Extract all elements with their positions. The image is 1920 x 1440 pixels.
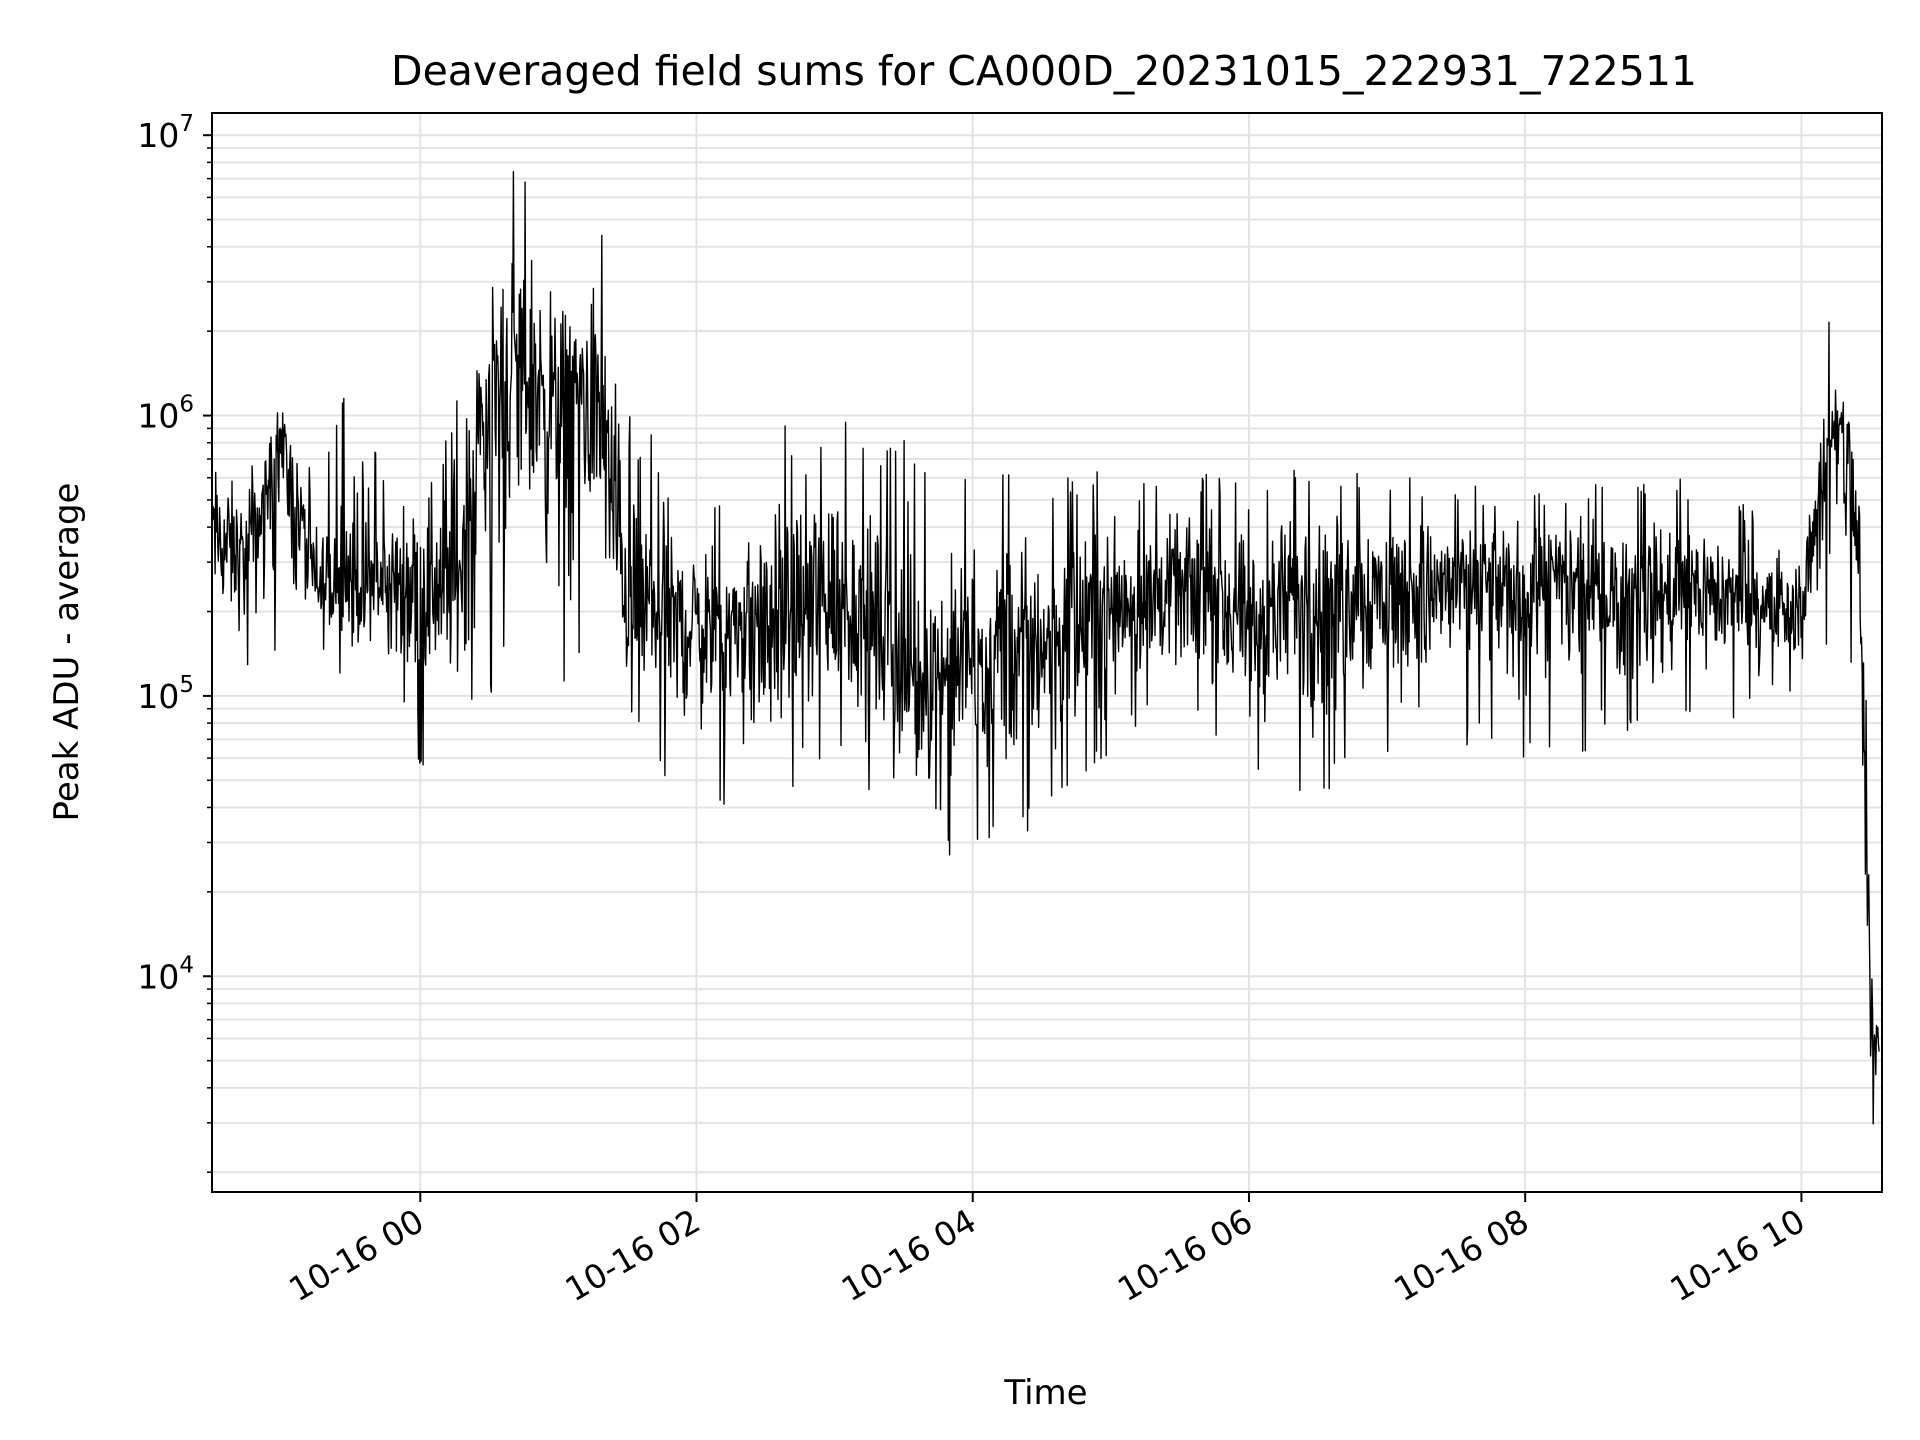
y-tick-label: 107: [137, 111, 194, 155]
y-tick-label: 104: [137, 952, 194, 996]
y-axis: 104 105 106 107: [137, 111, 212, 1173]
y-axis-label: Peak ADU - average: [47, 483, 87, 822]
plot-frame: [211, 112, 1883, 1193]
series-group: [212, 170, 1880, 1125]
x-axis-label: Time: [1003, 1373, 1087, 1413]
y-tick-label: 105: [137, 672, 194, 716]
series-line: [212, 170, 1880, 1125]
y-tick-label: 106: [137, 392, 194, 436]
chart-title: Deaveraged field sums for CA000D_2023101…: [391, 47, 1697, 95]
